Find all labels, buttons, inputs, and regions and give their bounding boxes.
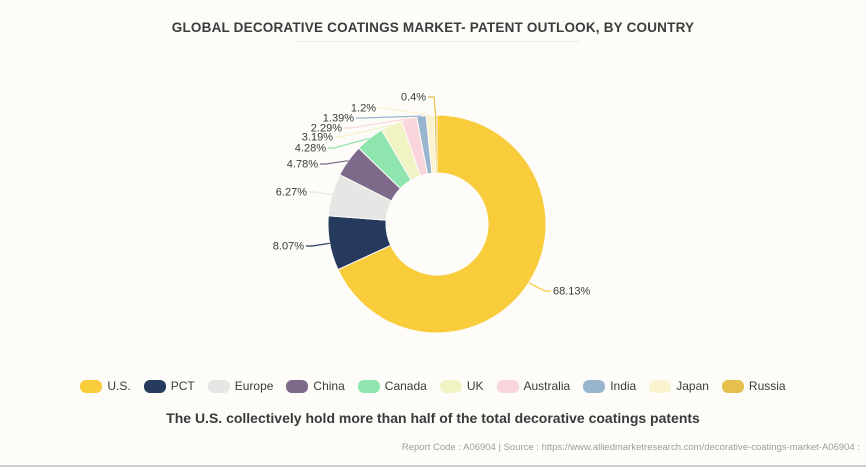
label-line-us xyxy=(528,282,551,292)
label-line-pct xyxy=(306,242,330,247)
legend-label: Canada xyxy=(384,379,427,393)
value-label-india: 1.39% xyxy=(323,113,354,125)
label-line-china xyxy=(320,160,349,165)
label-line-russia xyxy=(428,96,437,116)
legend-label: Japan xyxy=(676,379,709,393)
value-label-russia: 0.4% xyxy=(401,92,426,104)
pie-slice-us[interactable] xyxy=(337,114,547,334)
label-line-europe xyxy=(309,191,333,196)
legend-item-china[interactable]: China xyxy=(286,379,345,393)
value-label-pct: 8.07% xyxy=(273,241,304,253)
legend-item-us[interactable]: U.S. xyxy=(80,379,131,393)
donut-chart: 68.13% 8.07% 6.27% 4.78% 4.28%3.19%2.29%1.39… xyxy=(273,92,591,334)
label-line-india xyxy=(356,115,422,119)
legend-item-canada[interactable]: Canada xyxy=(357,379,427,393)
legend-swatch xyxy=(286,379,309,393)
legend-label: China xyxy=(313,379,345,393)
legend-swatch xyxy=(439,379,462,393)
value-label-japan: 1.2% xyxy=(351,103,376,115)
value-label-canada: 4.28% xyxy=(295,143,326,155)
legend-swatch xyxy=(496,379,519,393)
legend: U.S. PCT Europe China Canada UK Australia India… xyxy=(0,379,866,393)
value-label-china: 4.78% xyxy=(287,159,318,171)
legend-label: UK xyxy=(466,379,484,393)
value-label-uk: 3.19% xyxy=(302,132,333,144)
legend-item-japan[interactable]: Japan xyxy=(649,379,709,393)
legend-swatch xyxy=(80,379,103,393)
legend-label: Europe xyxy=(234,379,274,393)
legend-swatch xyxy=(721,379,744,393)
value-label-europe: 6.27% xyxy=(276,187,307,199)
legend-item-europe[interactable]: Europe xyxy=(207,379,274,393)
legend-item-australia[interactable]: Australia xyxy=(496,379,571,393)
value-label-us: 68.13% xyxy=(553,286,591,298)
legend-label: India xyxy=(610,379,637,393)
title-underline xyxy=(297,41,580,42)
label-line-japan xyxy=(378,107,431,116)
legend-label: Australia xyxy=(523,379,571,393)
footer-source-text: Report Code : A06904 | Source : https://… xyxy=(401,442,860,453)
legend-item-pct[interactable]: PCT xyxy=(143,379,195,393)
value-label-australia: 2.29% xyxy=(311,123,342,135)
label-line-uk xyxy=(335,124,392,138)
legend-label: PCT xyxy=(170,379,195,393)
legend-swatch xyxy=(583,379,606,393)
legend-item-russia[interactable]: Russia xyxy=(721,379,786,393)
legend-label: Russia xyxy=(748,379,786,393)
label-line-canada xyxy=(328,137,370,149)
legend-swatch xyxy=(357,379,380,393)
legend-swatch xyxy=(207,379,230,393)
legend-swatch xyxy=(143,379,166,393)
chart-caption: The U.S. collectively hold more than hal… xyxy=(166,410,700,426)
chart-title: GLOBAL DECORATIVE COATINGS MARKET- PATEN… xyxy=(171,20,695,35)
legend-swatch xyxy=(649,379,672,393)
label-line-australia xyxy=(344,118,410,129)
legend-item-uk[interactable]: UK xyxy=(439,379,484,393)
legend-label: U.S. xyxy=(107,379,131,393)
legend-item-india[interactable]: India xyxy=(583,379,636,393)
